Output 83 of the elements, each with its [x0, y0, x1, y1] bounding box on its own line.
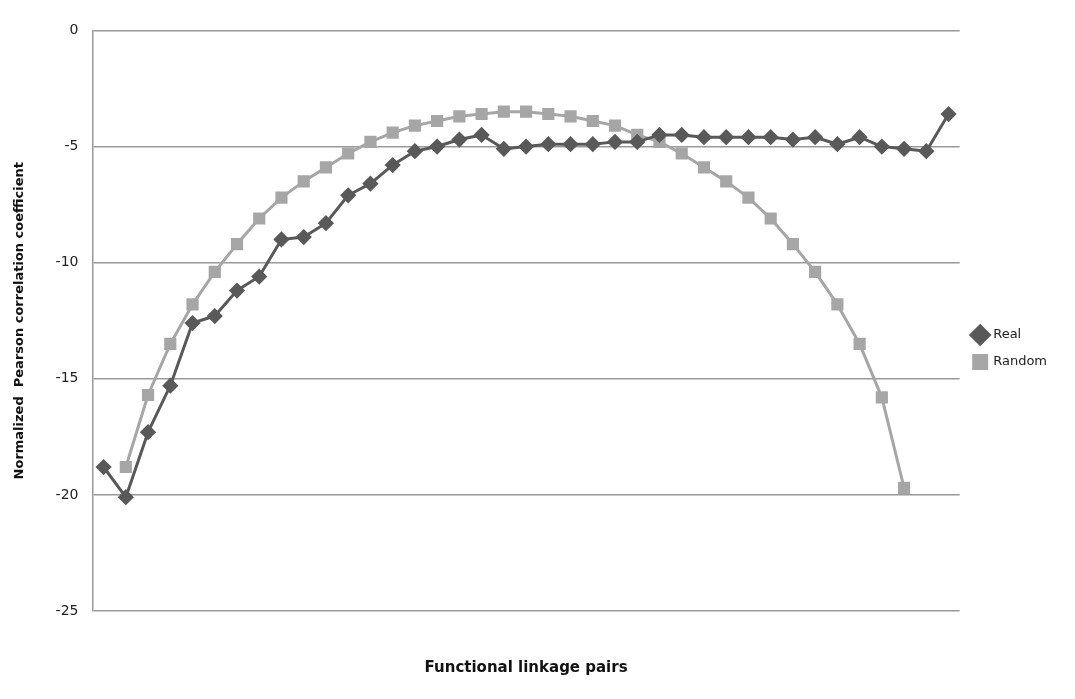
point	[229, 283, 245, 299]
point	[342, 147, 355, 160]
point	[141, 388, 155, 402]
point	[586, 114, 599, 128]
point	[185, 315, 201, 331]
point	[763, 129, 779, 145]
point	[407, 143, 423, 159]
point	[275, 191, 288, 204]
point	[119, 460, 132, 474]
point	[208, 265, 221, 279]
point	[809, 265, 822, 279]
point	[941, 106, 957, 122]
y-tick-label: -25	[55, 601, 79, 618]
point	[318, 215, 334, 231]
point	[718, 129, 734, 145]
point	[453, 110, 466, 123]
point	[542, 107, 555, 121]
point	[607, 134, 623, 150]
y-tick-label: -20	[55, 485, 79, 502]
point	[408, 119, 421, 132]
x-axis-title: Functional linkage pairs	[424, 657, 628, 676]
point	[852, 129, 868, 145]
legend-label: Random	[993, 353, 1048, 369]
point	[785, 132, 801, 148]
point	[475, 107, 488, 121]
point	[697, 161, 711, 174]
point	[207, 308, 223, 324]
point	[786, 237, 799, 251]
y-tick-label: -10	[55, 253, 79, 270]
point	[875, 391, 888, 404]
point	[764, 212, 777, 225]
point	[831, 298, 844, 311]
point	[451, 132, 467, 148]
point	[918, 143, 934, 159]
point	[807, 129, 823, 145]
point	[853, 337, 866, 351]
point	[497, 105, 510, 118]
point	[651, 127, 667, 143]
y-axis-title: Normalized Pearson correlation coefficient	[11, 161, 27, 480]
point	[496, 141, 512, 157]
point	[629, 134, 645, 150]
point	[563, 136, 579, 152]
point	[273, 231, 289, 247]
y-tick-label: -5	[64, 137, 79, 154]
point	[340, 187, 356, 203]
point	[564, 110, 577, 123]
point	[874, 139, 890, 155]
point	[474, 127, 490, 143]
point	[319, 161, 333, 174]
point	[297, 175, 310, 188]
point	[740, 129, 756, 145]
point	[518, 139, 534, 155]
point	[140, 424, 156, 440]
legend-label: Real	[993, 326, 1022, 342]
point	[585, 136, 601, 152]
point	[362, 176, 378, 192]
point	[162, 378, 178, 394]
point	[896, 141, 912, 157]
point	[251, 269, 267, 285]
point	[230, 237, 244, 251]
point	[720, 175, 733, 188]
point	[386, 126, 399, 139]
point	[696, 129, 712, 145]
point	[674, 127, 690, 143]
point	[897, 481, 911, 495]
point	[118, 489, 134, 505]
point	[253, 212, 266, 225]
point	[540, 136, 556, 152]
y-tick-label: -15	[55, 369, 79, 386]
point	[385, 157, 401, 173]
y-tick-label: 0	[69, 21, 79, 38]
point	[364, 135, 377, 148]
point	[186, 298, 199, 311]
point	[429, 139, 445, 155]
point	[96, 459, 112, 475]
point	[608, 119, 622, 132]
point	[431, 114, 444, 128]
point	[296, 229, 312, 245]
point	[675, 147, 688, 160]
point	[829, 136, 845, 152]
point	[164, 337, 177, 351]
point	[519, 105, 533, 118]
point	[742, 191, 755, 204]
